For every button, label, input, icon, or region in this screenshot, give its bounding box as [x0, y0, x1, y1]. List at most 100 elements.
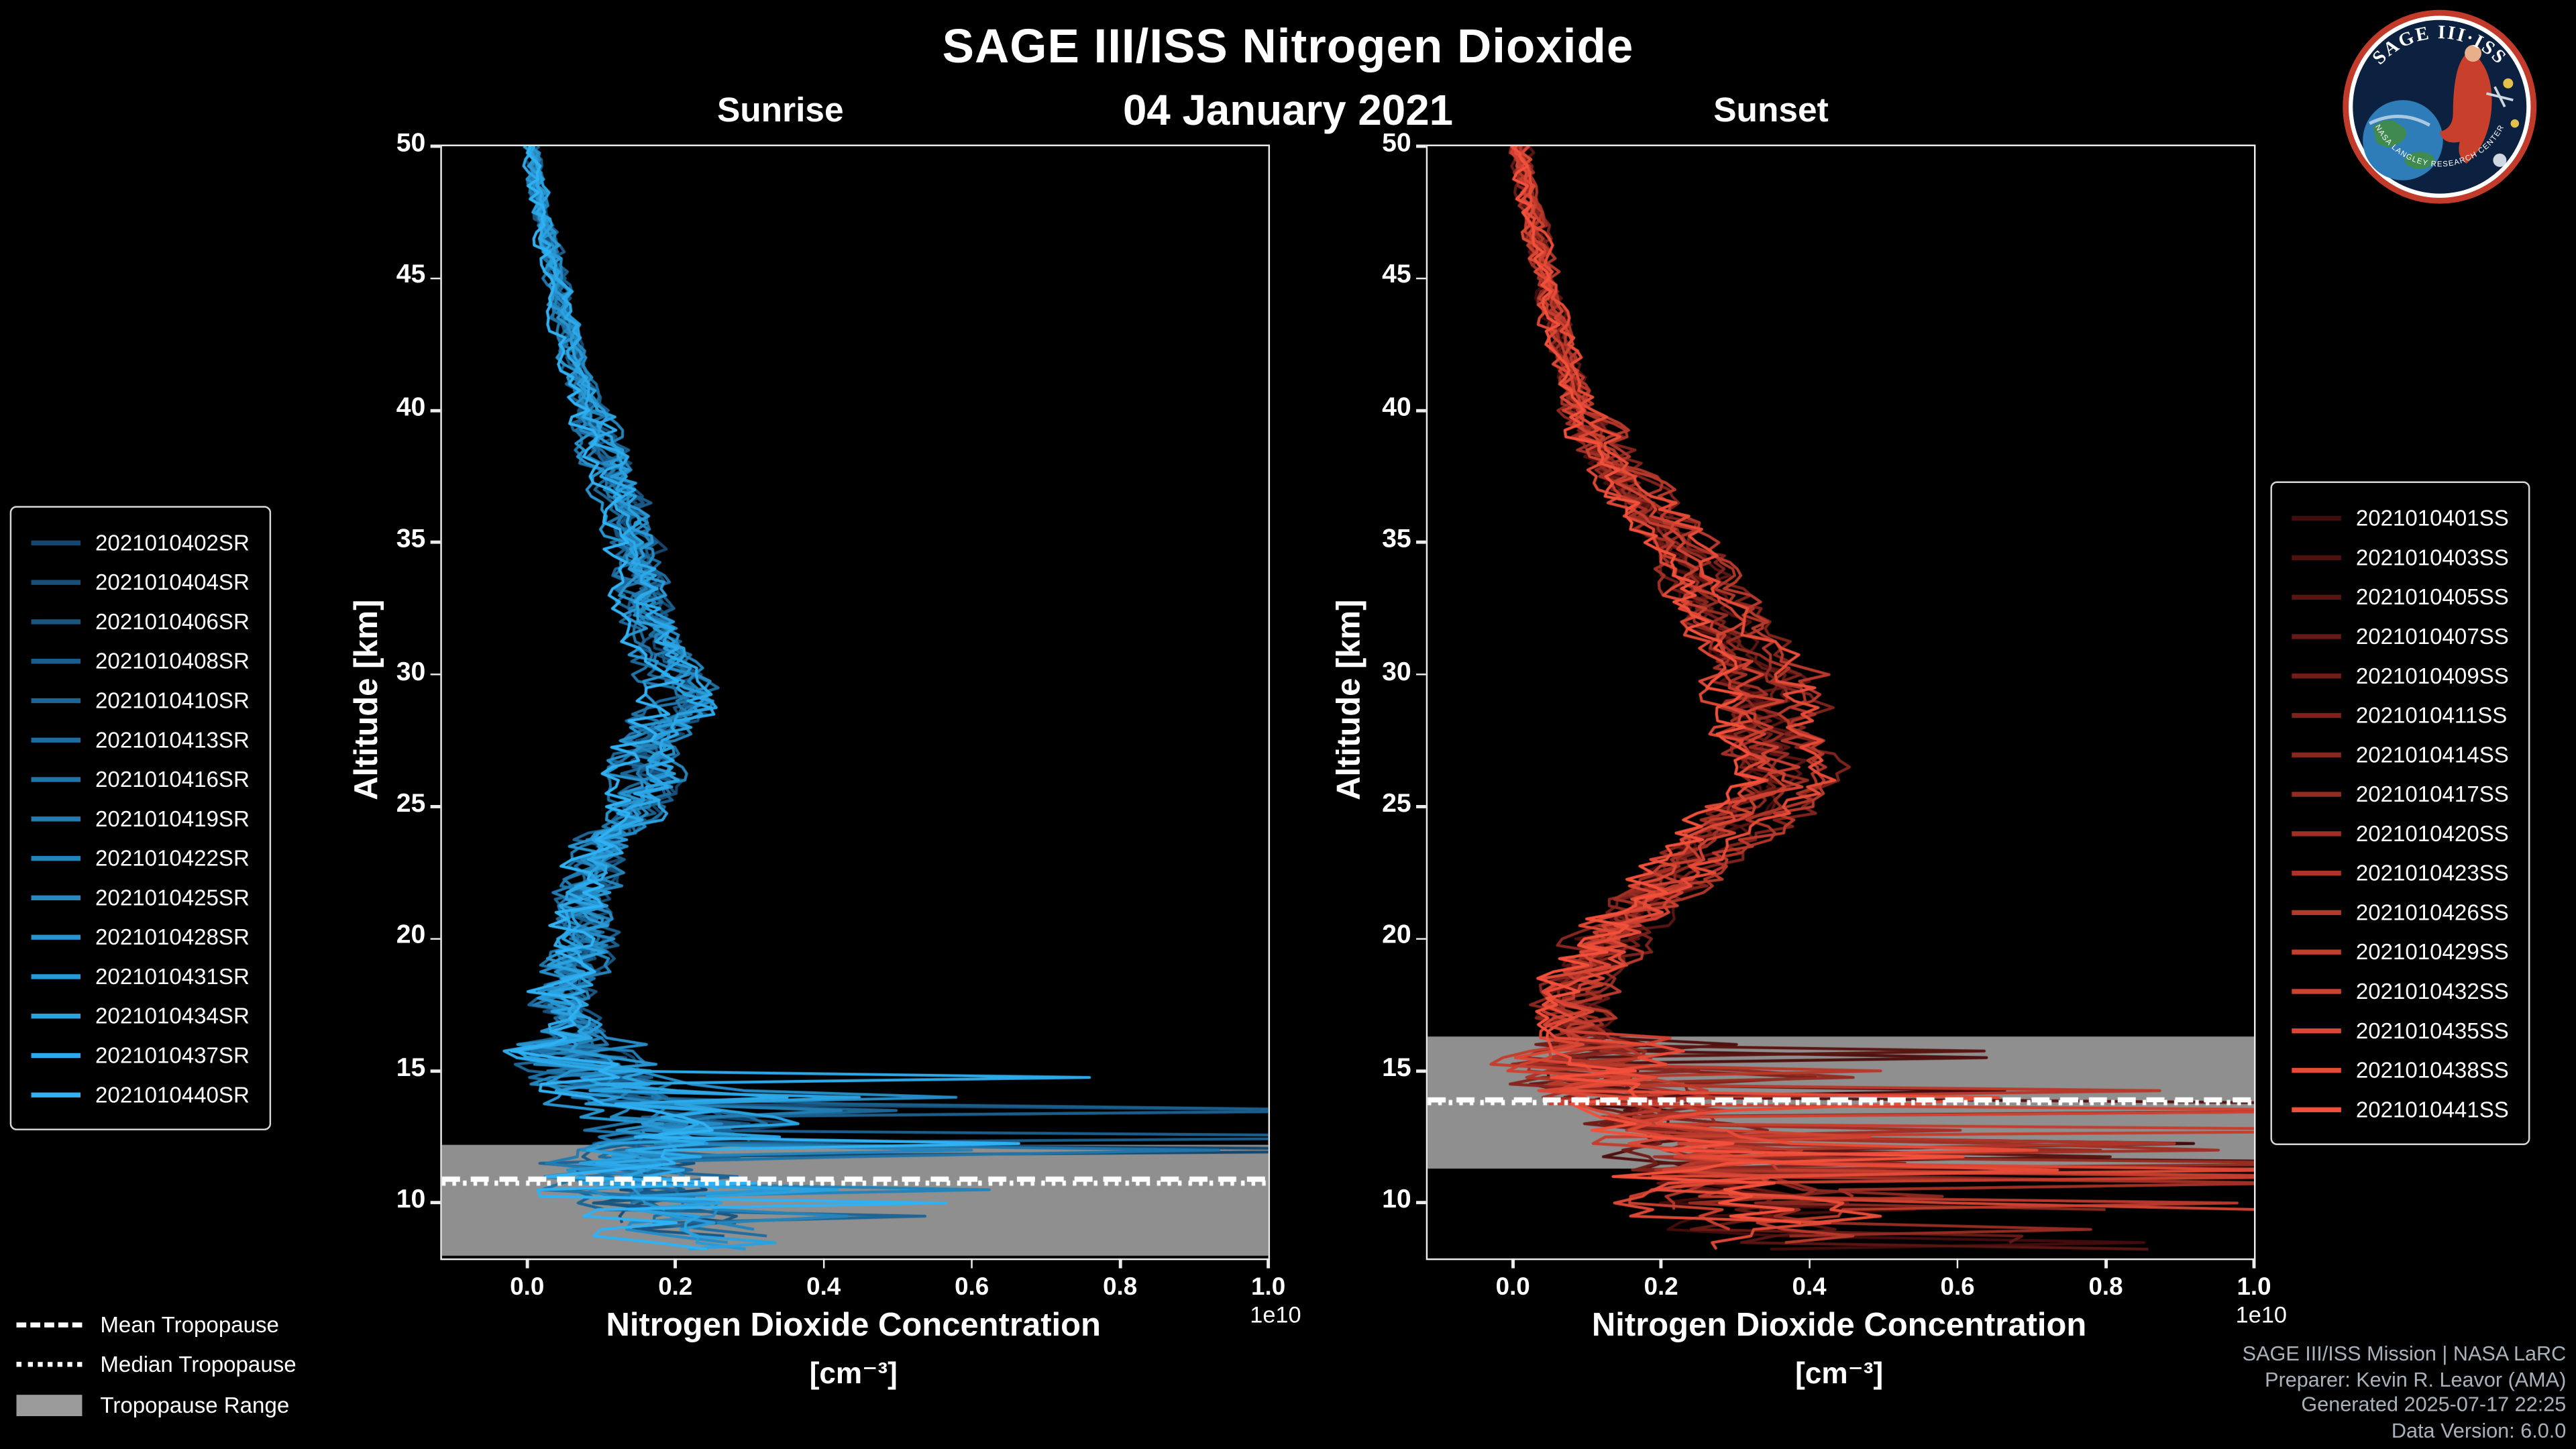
legend-series-label: 2021010401SS: [2355, 505, 2509, 530]
legend-line-swatch: [31, 815, 81, 821]
legend-series-label: 2021010407SS: [2355, 623, 2509, 649]
y-tick-mark: [430, 541, 441, 544]
legend-item: 2021010406SR: [31, 601, 250, 641]
legend-series-label: 2021010434SR: [95, 1003, 250, 1028]
legend-line-swatch: [31, 619, 81, 624]
y-tick-label: 25: [1382, 790, 1411, 818]
tropopause-range-swatch: [16, 1394, 83, 1416]
y-tick-mark: [430, 1201, 441, 1205]
y-tick-mark: [1416, 145, 1426, 148]
y-tick-mark: [1416, 805, 1426, 808]
legend-item: 2021010437SR: [31, 1035, 250, 1075]
y-tick-mark: [430, 937, 441, 941]
legend-line-swatch: [31, 776, 81, 782]
y-tick-label: 20: [396, 922, 426, 951]
legend-item: 2021010404SR: [31, 562, 250, 602]
x-tick-label: 0.0: [1495, 1273, 1530, 1301]
sunset-plot-panel: 0.0 0.2 0.4 0.6 0.8 1.0 10 15 20 25 30 35 40 45 50: [1382, 129, 2271, 1301]
y-tick-mark: [1416, 541, 1426, 544]
legend-series-label: 2021010432SS: [2355, 978, 2509, 1004]
y-tick-mark: [430, 805, 441, 808]
legend-item: 2021010416SR: [31, 759, 250, 798]
legend-series-label: 2021010438SS: [2355, 1057, 2509, 1082]
legend-item: 2021010403SS: [2292, 537, 2509, 577]
x-tick-label: 0.6: [955, 1273, 989, 1301]
sunrise-panel-title: Sunrise: [716, 92, 844, 130]
legend-series-label: 2021010405SS: [2355, 584, 2509, 609]
legend-line-swatch: [2292, 909, 2341, 914]
x-tick-label: 0.0: [510, 1273, 545, 1301]
sunrise-legend: 2021010402SR 2021010404SR 2021010406SR 2021…: [9, 506, 271, 1130]
legend-series-label: 2021010414SS: [2355, 741, 2509, 767]
legend-line-swatch: [2292, 869, 2341, 875]
legend-series-label: 2021010420SS: [2355, 820, 2509, 846]
legend-line-swatch: [2292, 751, 2341, 757]
y-axis-label-sunset: Altitude [km]: [1331, 599, 1368, 800]
legend-line-swatch: [31, 697, 81, 702]
x-tick-mark: [1511, 1258, 1515, 1269]
y-tick-label: 45: [1382, 262, 1411, 290]
legend-series-label: 2021010404SR: [95, 569, 250, 594]
legend-item: 2021010419SR: [31, 798, 250, 838]
y-tick-mark: [430, 1069, 441, 1073]
legend-item: 2021010434SR: [31, 996, 250, 1035]
legend-series-label: 2021010441SS: [2355, 1096, 2509, 1122]
legend-line-swatch: [31, 1052, 81, 1057]
page-title: SAGE III/ISS Nitrogen Dioxide: [942, 21, 1634, 74]
sunrise-plot-panel: 0.0 0.2 0.4 0.6 0.8 1.0 10 15 20 25 30 35 40 45 50: [396, 129, 1285, 1301]
legend-item: 2021010413SR: [31, 720, 250, 759]
sunset-plot-canvas: [1428, 146, 2255, 1258]
legend-line-swatch: [31, 973, 81, 979]
legend-item-tropopause-range: Tropopause Range: [16, 1385, 296, 1425]
legend-line-swatch: [31, 657, 81, 663]
legend-line-swatch: [2292, 1067, 2341, 1072]
y-tick-mark: [430, 145, 441, 148]
x-tick-mark: [970, 1258, 973, 1269]
legend-series-label: 2021010406SR: [95, 608, 250, 634]
y-tick-label: 20: [1382, 922, 1411, 951]
legend-item: 2021010425SR: [31, 877, 250, 917]
legend-item: 2021010410SR: [31, 680, 250, 720]
sage-iii-iss-logo-graphic: SAGE III·ISS NASA LANGLEY RESEARCH CENTE…: [2343, 9, 2537, 204]
credit-line-preparer: Preparer: Kevin R. Leavor (AMA): [2265, 1368, 2567, 1391]
legend-series-label: 2021010409SS: [2355, 663, 2509, 688]
legend-series-label: 2021010429SS: [2355, 938, 2509, 964]
y-tick-mark: [1416, 937, 1426, 941]
tropopause-legend: Mean Tropopause Median Tropopause Tropop…: [16, 1304, 297, 1425]
legend-line-swatch: [2292, 791, 2341, 796]
x-tick-mark: [1956, 1258, 1959, 1269]
legend-line-swatch: [2292, 1106, 2341, 1112]
x-tick-label: 0.4: [806, 1273, 841, 1301]
x-tick-mark: [525, 1258, 529, 1269]
y-tick-label: 35: [396, 526, 426, 554]
date-title: 04 January 2021: [1122, 85, 1454, 135]
legend-item: 2021010435SS: [2292, 1010, 2509, 1050]
legend-line-swatch: [31, 1012, 81, 1018]
legend-item: 2021010431SR: [31, 956, 250, 996]
y-tick-label: 10: [396, 1186, 426, 1215]
x-tick-mark: [2253, 1258, 2255, 1269]
y-tick-label: 25: [396, 790, 426, 818]
legend-series-label: 2021010408SR: [95, 648, 250, 673]
legend-series-label: 2021010423SS: [2355, 860, 2509, 885]
x-tick-mark: [1660, 1258, 1662, 1269]
y-tick-label: 45: [396, 262, 426, 290]
legend-item: 2021010401SS: [2292, 498, 2509, 537]
y-tick-label: 15: [396, 1054, 426, 1083]
legend-item: 2021010420SS: [2292, 813, 2509, 853]
legend-item: 2021010429SS: [2292, 932, 2509, 971]
legend-line-swatch: [31, 855, 81, 861]
y-tick-label: 10: [1382, 1186, 1411, 1215]
x-tick-mark: [1808, 1258, 1811, 1269]
y-tick-mark: [430, 673, 441, 676]
legend-line-swatch: [2292, 712, 2341, 717]
legend-series-label: 2021010416SR: [95, 766, 250, 792]
y-tick-label: 50: [396, 129, 426, 158]
legend-item: 2021010432SS: [2292, 971, 2509, 1010]
legend-item: 2021010409SS: [2292, 655, 2509, 695]
legend-line-swatch: [2292, 949, 2341, 954]
legend-series-label: 2021010413SR: [95, 727, 250, 752]
x-axis-offset-sunset: 1e10: [2235, 1301, 2287, 1328]
legend-item: 2021010402SR: [31, 523, 250, 562]
